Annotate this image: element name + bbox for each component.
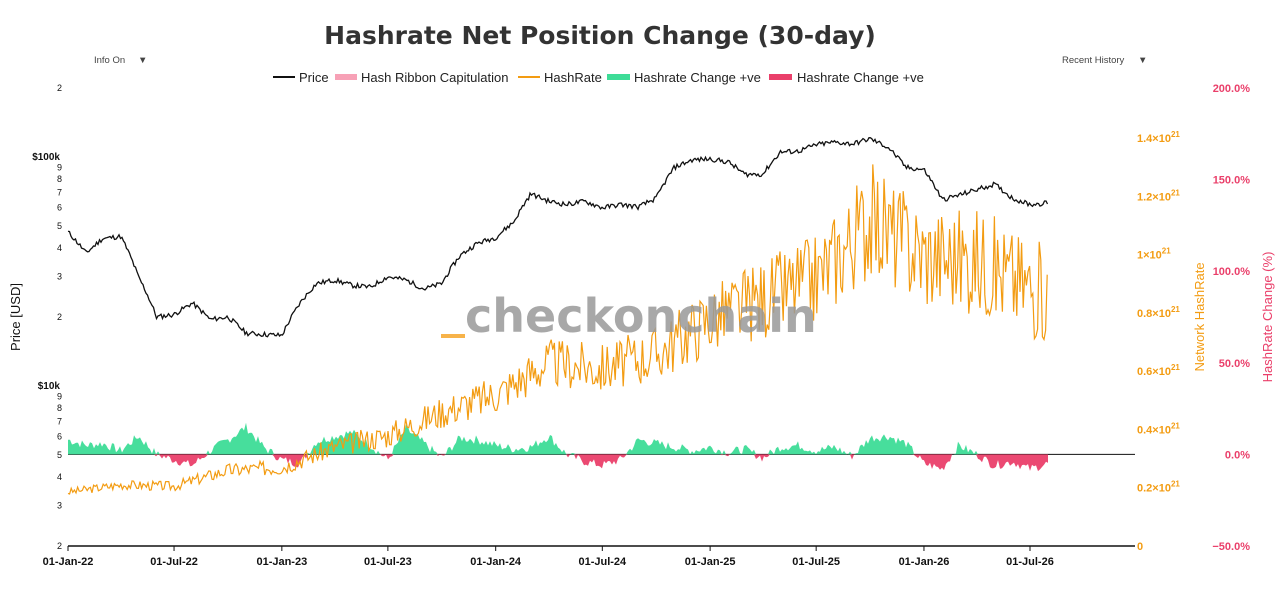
x-tick-label: 01-Jul-22 (150, 556, 198, 568)
legend-item-price[interactable]: Price (273, 70, 329, 85)
y-left-tick-label: 3 (57, 501, 62, 511)
x-tick-label: 01-Jan-24 (470, 556, 522, 568)
chevron-down-icon: ▼ (138, 55, 147, 66)
y-hashrate-tick-label: 0.4×1021 (1137, 421, 1180, 436)
y-change-tick-label: −50.0% (1212, 541, 1250, 553)
chart-title: Hashrate Net Position Change (30-day) (324, 21, 876, 50)
info-toggle[interactable]: Info On ▼ (94, 55, 147, 66)
y-left-tick-label: $100k (32, 152, 60, 163)
price-line (67, 137, 1049, 338)
y-change-tick-label: 0.0% (1225, 449, 1250, 461)
y-left-tick-label: 7 (57, 187, 62, 197)
x-tick-label: 01-Jul-26 (1006, 556, 1054, 568)
hashrate-line (67, 164, 1048, 495)
y-left-tick-label: 7 (57, 416, 62, 426)
y-hashrate-tick-label: 0 (1137, 541, 1143, 553)
y-left-tick-label: 2 (57, 312, 62, 322)
y-change-tick-label: 50.0% (1219, 358, 1250, 370)
y-change-axis-title: HashRate Change (%) (1260, 252, 1275, 383)
history-select[interactable]: Recent History ▼ (1062, 55, 1147, 66)
y-left-tick-label: 3 (57, 272, 62, 282)
change-positive-area (68, 422, 1048, 455)
svg-text:Hash Ribbon Capitulation: Hash Ribbon Capitulation (361, 70, 508, 85)
y-change-tick-label: 200.0% (1213, 83, 1251, 95)
watermark: checkonchain (465, 289, 817, 343)
y-hashrate-tick-label: 1.2×1021 (1137, 188, 1180, 203)
y-left-tick-label: 4 (57, 243, 62, 253)
y-left-tick-label: 4 (57, 472, 62, 482)
legend-item-change-negative[interactable]: Hashrate Change +ve (769, 70, 924, 85)
x-tick-label: 01-Jul-24 (578, 556, 627, 568)
y-left-tick-label: 8 (57, 174, 62, 184)
x-tick-label: 01-Jan-23 (256, 556, 307, 568)
svg-text:HashRate: HashRate (544, 70, 602, 85)
x-tick-label: 01-Jan-26 (899, 556, 950, 568)
x-tick-label: 01-Jul-25 (792, 556, 840, 568)
legend-item-capitulation[interactable]: Hash Ribbon Capitulation (335, 70, 508, 85)
info-toggle-label: Info On (94, 55, 125, 66)
history-select-label: Recent History (1062, 55, 1125, 66)
change-negative-area (68, 454, 1048, 472)
y-hashrate-tick-label: 0.8×1021 (1137, 305, 1180, 320)
y-left-axis-title: Price [USD] (8, 283, 23, 351)
svg-text:Hashrate Change +ve: Hashrate Change +ve (797, 70, 924, 85)
y-hashrate-tick-label: 1.4×1021 (1137, 130, 1180, 145)
y-left-tick-label: 2 (57, 83, 62, 93)
y-left-tick-label: 8 (57, 403, 62, 413)
y-hashrate-tick-label: 0.2×1021 (1137, 480, 1180, 495)
y-hashrate-tick-label: 1×1021 (1137, 247, 1171, 262)
y-left-tick-label: 5 (57, 221, 62, 231)
y-left-tick-label: 2 (57, 541, 62, 551)
legend-item-hashrate[interactable]: HashRate (518, 70, 602, 85)
y-left-tick-label: $10k (38, 381, 61, 392)
y-left-tick-label: 5 (57, 450, 62, 460)
y-change-tick-label: 150.0% (1213, 175, 1251, 187)
y-hashrate-axis-title: Network HashRate (1192, 262, 1207, 371)
legend-item-change-positive[interactable]: Hashrate Change +ve (607, 70, 761, 85)
x-tick-label: 01-Jul-23 (364, 556, 412, 568)
watermark-underscore (441, 334, 465, 338)
y-left-tick-label: 9 (57, 162, 62, 172)
y-left-tick-label: 9 (57, 391, 62, 401)
y-change-tick-label: 100.0% (1213, 266, 1251, 278)
svg-text:Price: Price (299, 70, 329, 85)
y-left-tick-label: 6 (57, 432, 62, 442)
y-left-tick-label: 6 (57, 203, 62, 213)
plot-area: 01-Jan-22 01-Jul-22 01-Jan-23 01-Jul-23 01-J… (32, 83, 1250, 568)
x-tick-label: 01-Jan-22 (43, 556, 94, 568)
x-tick-label: 01-Jan-25 (685, 556, 736, 568)
legend: Price Hash Ribbon Capitulation HashRate … (273, 70, 924, 85)
svg-text:Hashrate Change +ve: Hashrate Change +ve (634, 70, 761, 85)
chevron-down-icon: ▼ (1138, 55, 1147, 66)
y-hashrate-tick-label: 0.6×1021 (1137, 363, 1180, 378)
